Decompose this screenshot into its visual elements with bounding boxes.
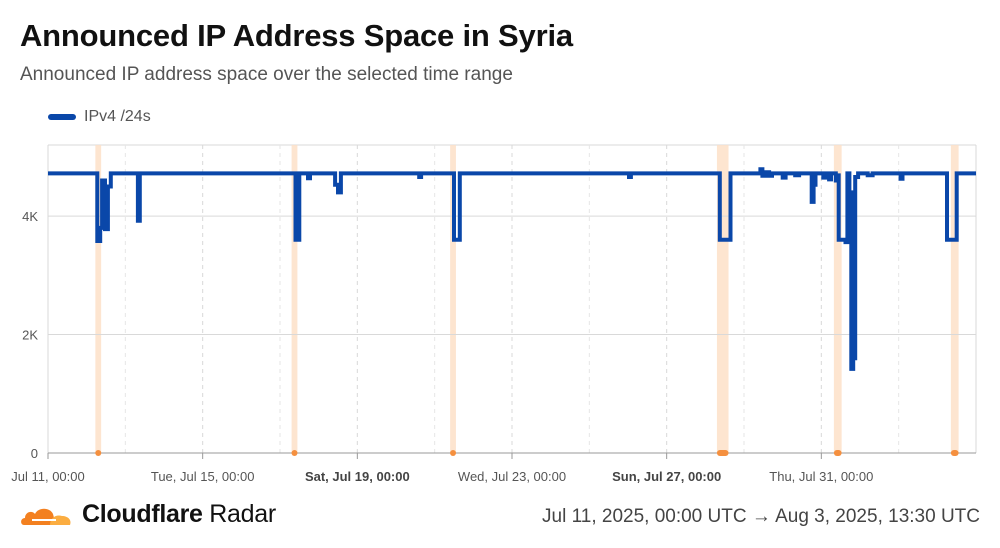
brand-name: Cloudflare Radar [82, 500, 276, 529]
brand-name-suffix: Radar [209, 500, 276, 528]
event-band-4 [833, 145, 842, 453]
event-band-5 [950, 145, 959, 453]
legend-swatch [48, 114, 76, 120]
series-line-0 [48, 167, 976, 371]
event-band-0 [95, 145, 102, 453]
x-tick-label-0: Jul 11, 00:00 [11, 469, 84, 484]
event-band-1 [291, 145, 298, 453]
date-range: Jul 11, 2025, 00:00 UTC → Aug 3, 2025, 1… [542, 506, 980, 527]
x-tick-label-1: Tue, Jul 15, 00:00 [151, 469, 255, 484]
legend-label: IPv4 /24s [84, 108, 151, 125]
chart-legend[interactable]: IPv4 /24s [48, 108, 151, 126]
event-marker-4 [833, 450, 842, 456]
cloudflare-radar-logo: Cloudflare Radar [20, 500, 276, 529]
y-tick-label-1: 2K [22, 328, 38, 343]
x-tick-label-2: Sat, Jul 19, 00:00 [305, 469, 410, 484]
y-tick-label-0: 0 [31, 446, 38, 461]
x-tick-label-3: Wed, Jul 23, 00:00 [458, 469, 566, 484]
event-marker-1 [291, 450, 298, 456]
x-tick-label-4: Sun, Jul 27, 00:00 [612, 469, 721, 484]
event-band-3 [716, 145, 729, 453]
event-band-2 [450, 145, 456, 453]
page-title: Announced IP Address Space in Syria [20, 18, 573, 53]
event-marker-3 [716, 450, 729, 456]
event-marker-2 [450, 450, 457, 456]
cloudflare-cloud-icon [21, 508, 71, 525]
event-marker-0 [95, 450, 102, 456]
y-tick-label-2: 4K [22, 209, 38, 224]
brand-name-primary: Cloudflare [82, 500, 203, 528]
event-marker-5 [950, 450, 959, 456]
page-subtitle: Announced IP address space over the sele… [20, 64, 513, 85]
x-tick-label-5: Thu, Jul 31, 00:00 [769, 469, 873, 484]
